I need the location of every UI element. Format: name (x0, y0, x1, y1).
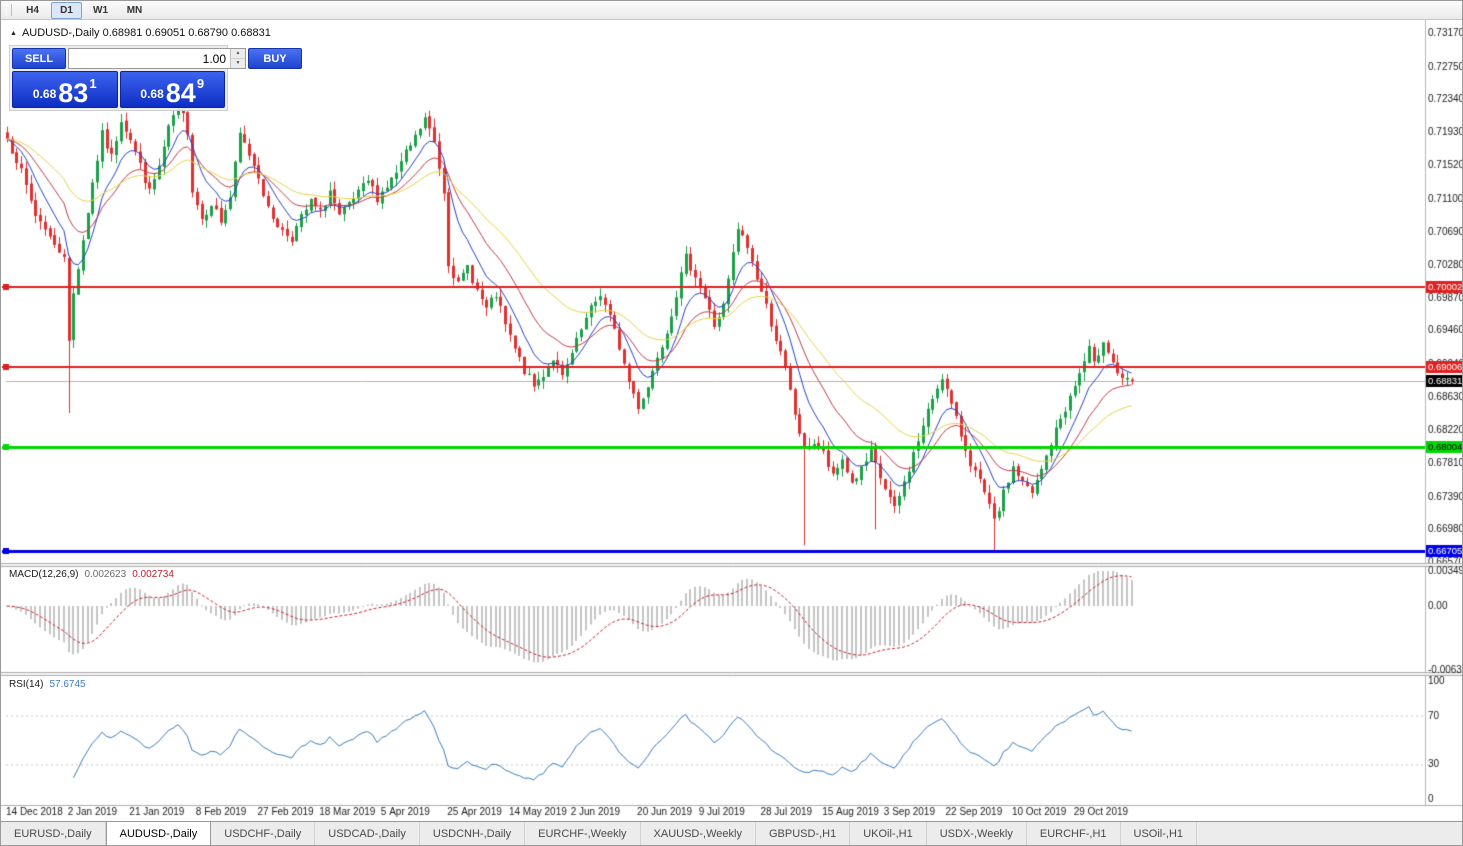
bottom-tabbar: EURUSD-,Daily AUDUSD-,Daily USDCHF-,Daily U… (1, 821, 1462, 845)
bottom-tab-audusd-daily[interactable]: AUDUSD-,Daily (105, 822, 212, 845)
bottom-tab-usoil-h1[interactable]: USOil-,H1 (1121, 822, 1198, 845)
timeframe-button-D1[interactable]: D1 (51, 1, 82, 19)
bottom-tab-eurchf-h1[interactable]: EURCHF-,H1 (1027, 822, 1121, 845)
timeframe-button-W1[interactable]: W1 (93, 4, 108, 16)
timeframe-button-MN[interactable]: MN (126, 4, 143, 16)
volume-input[interactable] (69, 49, 230, 68)
timeframe-toolbar: H4 D1 W1 MN (1, 1, 1462, 20)
buy-price-main: 84 (165, 77, 196, 108)
chart-title-row: ▲ AUDUSD-,Daily 0.68981 0.69051 0.68790 … (10, 27, 271, 39)
macd-signal-value: 0.002734 (132, 569, 174, 580)
buy-price-button[interactable]: 0.68 84 9 (119, 71, 225, 108)
volume-down-icon[interactable]: ▼ (231, 59, 245, 68)
bottom-tab-usdcad-daily[interactable]: USDCAD-,Daily (315, 822, 420, 845)
bottom-tab-usdx-weekly[interactable]: USDX-,Weekly (927, 822, 1027, 845)
volume-box: ▲ ▼ (68, 48, 246, 69)
rsi-name: RSI(14) (9, 679, 44, 690)
buy-button[interactable]: BUY (248, 48, 302, 69)
macd-name: MACD(12,26,9) (9, 569, 79, 580)
macd-indicator-label: MACD(12,26,9) 0.002623 0.002734 (9, 569, 174, 580)
rsi-indicator-label: RSI(14) 57.6745 (9, 679, 86, 690)
buy-price-prefix: 0.68 (140, 87, 164, 101)
collapse-trade-panel-icon[interactable]: ▲ (10, 29, 17, 37)
toolbar-grip[interactable] (6, 4, 12, 16)
sell-button[interactable]: SELL (12, 48, 66, 69)
chart-title: AUDUSD-,Daily 0.68981 0.69051 0.68790 0.… (21, 27, 271, 39)
rsi-value: 57.6745 (49, 679, 86, 690)
buy-price-pip: 9 (196, 76, 205, 91)
bottom-tab-ukoil-h1[interactable]: UKOil-,H1 (850, 822, 927, 845)
bottom-tab-eurusd-daily[interactable]: EURUSD-,Daily (1, 822, 106, 845)
bottom-tab-usdchf-daily[interactable]: USDCHF-,Daily (211, 822, 316, 845)
sell-price-prefix: 0.68 (32, 87, 57, 101)
timeframe-button-H4[interactable]: H4 (26, 4, 39, 16)
bottom-tab-eurchf-weekly[interactable]: EURCHF-,Weekly (525, 822, 641, 845)
bottom-tab-usdcnh-daily[interactable]: USDCNH-,Daily (420, 822, 526, 845)
sell-price-main: 83 (58, 77, 89, 108)
volume-up-icon[interactable]: ▲ (231, 49, 245, 59)
bottom-tab-xauusd-weekly[interactable]: XAUUSD-,Weekly (641, 822, 756, 845)
bottom-tab-gbpusd-h1[interactable]: GBPUSD-,H1 (756, 822, 851, 845)
macd-main-value: 0.002623 (84, 569, 127, 580)
sell-price-button[interactable]: 0.68 83 1 (12, 71, 118, 108)
volume-spinner: ▲ ▼ (230, 49, 245, 68)
one-click-trade-panel: SELL ▲ ▼ BUY 0.68 83 1 0.68 84 9 (9, 45, 302, 111)
sell-price-pip: 1 (89, 76, 97, 91)
